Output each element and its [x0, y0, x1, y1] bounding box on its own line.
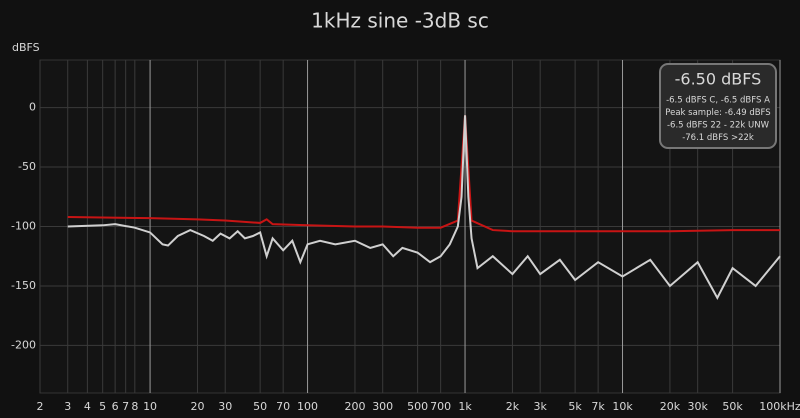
- x-tick-label: 2k: [506, 400, 520, 413]
- x-tick-label: 30: [218, 400, 232, 413]
- x-tick-label: 50k: [722, 400, 743, 413]
- x-tick-label: 10k: [612, 400, 633, 413]
- x-tick-label: 700: [430, 400, 451, 413]
- x-tick-label: 5: [99, 400, 106, 413]
- chart-title: 1kHz sine -3dB sc: [311, 9, 489, 33]
- x-tick-label: 200: [344, 400, 365, 413]
- x-tick-label: 1k: [458, 400, 472, 413]
- x-tick-label: 6: [112, 400, 119, 413]
- y-tick-label: -50: [18, 160, 36, 173]
- x-tick-label: 20k: [660, 400, 681, 413]
- y-axis-label: dBFS: [12, 41, 40, 54]
- x-tick-label: 300: [372, 400, 393, 413]
- x-tick-label: 50: [253, 400, 267, 413]
- x-tick-label: 10: [143, 400, 157, 413]
- readout-box: [659, 63, 777, 149]
- y-tick-label: 0: [29, 101, 36, 114]
- spectrum-line: [67, 115, 781, 300]
- readout-line: Peak sample: -6.49 dBFS: [665, 108, 770, 118]
- y-tick-label: -200: [11, 338, 36, 351]
- readout-line: -6.5 dBFS C, -6.5 dBFS A: [666, 96, 770, 106]
- spectrum-line: [67, 115, 780, 233]
- readout: -6.50 dBFS -6.5 dBFS C, -6.5 dBFS A Peak …: [659, 63, 777, 149]
- y-tick-label: -100: [11, 220, 36, 233]
- x-tick-label: 8: [131, 400, 138, 413]
- readout-main: -6.50 dBFS: [675, 70, 762, 89]
- x-tick-label: 3: [64, 400, 71, 413]
- x-tick-label: 7: [122, 400, 129, 413]
- x-tick-label: 20: [190, 400, 204, 413]
- x-tick-label: 100kHz: [759, 400, 800, 413]
- lines: [67, 115, 781, 300]
- x-tick-label: 70: [276, 400, 290, 413]
- x-tick-label: 3k: [533, 400, 547, 413]
- grid: 0 -50 -100 -150 -200 2 3 4 5 6 7 8 10 20 30 50 70 100 200 3…: [11, 60, 800, 413]
- readout-line: -76.1 dBFS >22k: [682, 133, 754, 143]
- y-tick-label: -150: [11, 279, 36, 292]
- x-tick-label: 4: [84, 400, 91, 413]
- x-tick-label: 500: [407, 400, 428, 413]
- x-tick-label: 100: [297, 400, 318, 413]
- x-tick-label: 30k: [687, 400, 708, 413]
- x-tick-label: 2: [37, 400, 44, 413]
- x-tick-label: 7k: [591, 400, 605, 413]
- x-tick-label: 5k: [568, 400, 582, 413]
- readout-line: -6.5 dBFS 22 - 22k UNW: [667, 121, 770, 131]
